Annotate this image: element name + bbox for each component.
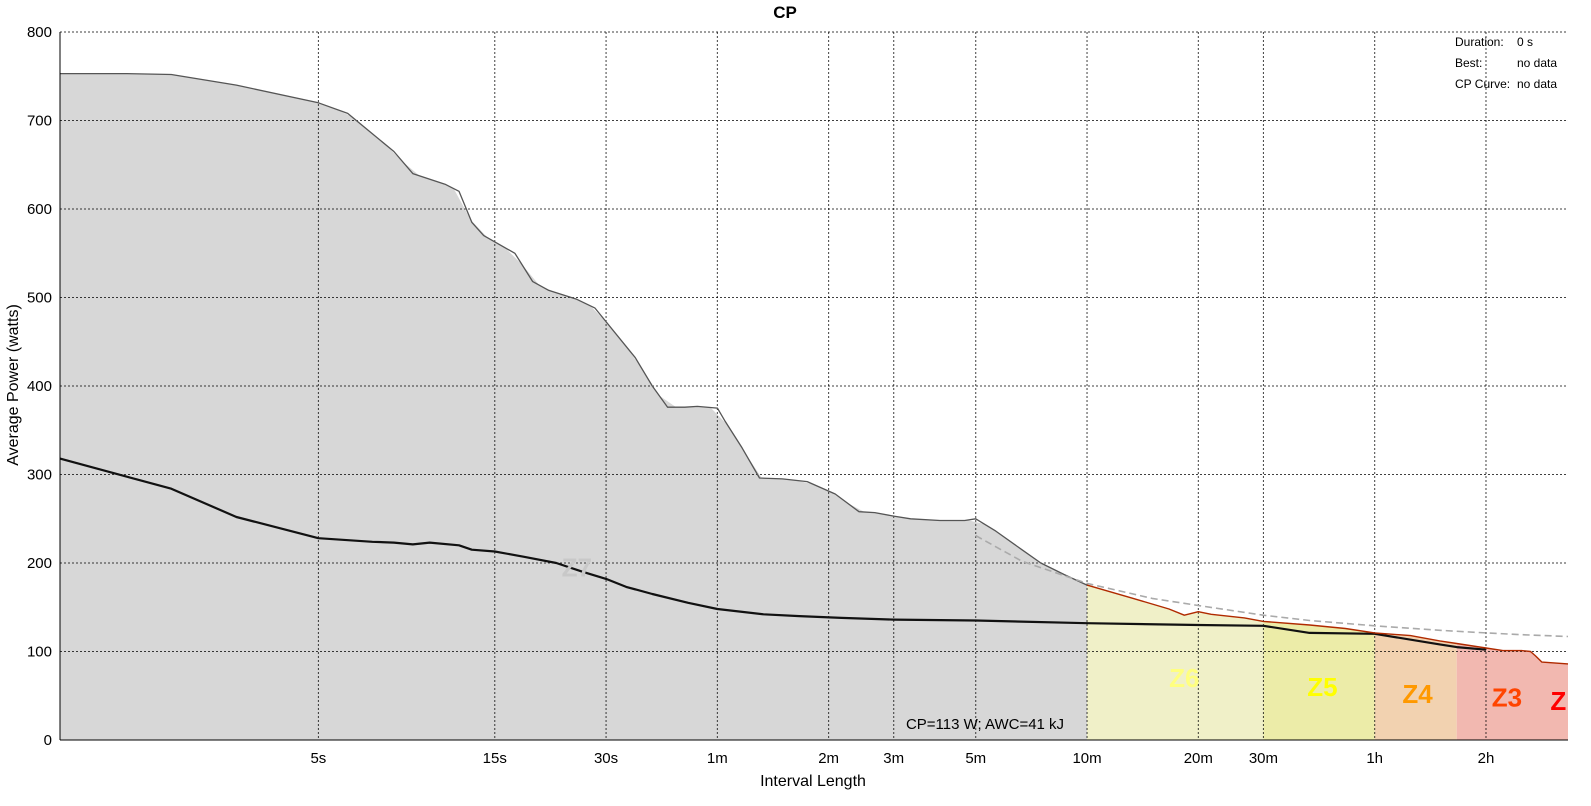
- zone-fill-z5: [1263, 621, 1375, 740]
- cp-annotation: CP=113 W; AWC=41 kJ: [906, 716, 1064, 733]
- zone-fills: [60, 73, 1568, 741]
- y-tick-label: 200: [27, 555, 52, 572]
- legend-value: 0 s: [1517, 35, 1533, 49]
- cp-model-curve: [975, 534, 1569, 638]
- x-tick-label: 1h: [1366, 750, 1383, 767]
- x-tick-label: 15s: [483, 750, 507, 767]
- legend-label: CP Curve:: [1455, 77, 1510, 91]
- x-tick-label: 2h: [1478, 750, 1495, 767]
- x-tick-label: 20m: [1184, 750, 1213, 767]
- y-tick-label: 800: [27, 24, 52, 41]
- zone-label-z3: Z3: [1492, 682, 1522, 712]
- y-axis-title: Average Power (watts): [5, 304, 22, 466]
- x-axis-title: Interval Length: [760, 773, 866, 790]
- legend-value: no data: [1517, 56, 1557, 70]
- legend-value: no data: [1517, 77, 1557, 91]
- x-tick-label: 5s: [310, 750, 326, 767]
- zone-label-z: Z: [1550, 686, 1566, 716]
- y-tick-label: 100: [27, 644, 52, 661]
- zone-label-z6: Z6: [1169, 663, 1199, 693]
- y-tick-label: 600: [27, 201, 52, 218]
- legend-label: Best:: [1455, 56, 1482, 70]
- x-tick-label: 5m: [965, 750, 986, 767]
- y-tick-label: 0: [44, 732, 52, 749]
- zone-fill-z3: [1456, 643, 1568, 740]
- zone-power-curve: [1086, 584, 1569, 665]
- x-tick-label: 2m: [818, 750, 839, 767]
- zone-label-z7: Z7: [562, 552, 592, 582]
- y-tick-label: 500: [27, 290, 52, 307]
- x-tick-label: 3m: [883, 750, 904, 767]
- x-tick-label: 1m: [707, 750, 728, 767]
- legend-label: Duration:: [1455, 35, 1504, 49]
- zone-fill-z4: [1374, 632, 1457, 740]
- zone-label-z5: Z5: [1307, 672, 1337, 702]
- zone-label-z4: Z4: [1402, 679, 1433, 709]
- y-tick-label: 700: [27, 113, 52, 130]
- y-tick-label: 400: [27, 378, 52, 395]
- series-lines: [59, 72, 1569, 665]
- x-tick-label: 10m: [1072, 750, 1101, 767]
- zone-labels: Z7 Z6 Z5 Z4 Z3 Z: [562, 552, 1567, 716]
- chart-title: CP: [773, 3, 797, 22]
- info-legend: Duration: 0 s Best: no data CP Curve: no data: [1455, 35, 1557, 91]
- x-tick-label: 30s: [594, 750, 618, 767]
- gridlines: [60, 31, 1568, 741]
- best-power-curve: [60, 72, 1088, 586]
- axes: 0 100 200 300 400 500 600 700 800 5s 15s 30s 1m 2m 3m 5…: [27, 24, 1568, 767]
- x-tick-label: 30m: [1249, 750, 1278, 767]
- y-tick-label: 300: [27, 467, 52, 484]
- ride-power-curve: [59, 457, 1487, 651]
- zone-fill-z7: [60, 73, 1087, 741]
